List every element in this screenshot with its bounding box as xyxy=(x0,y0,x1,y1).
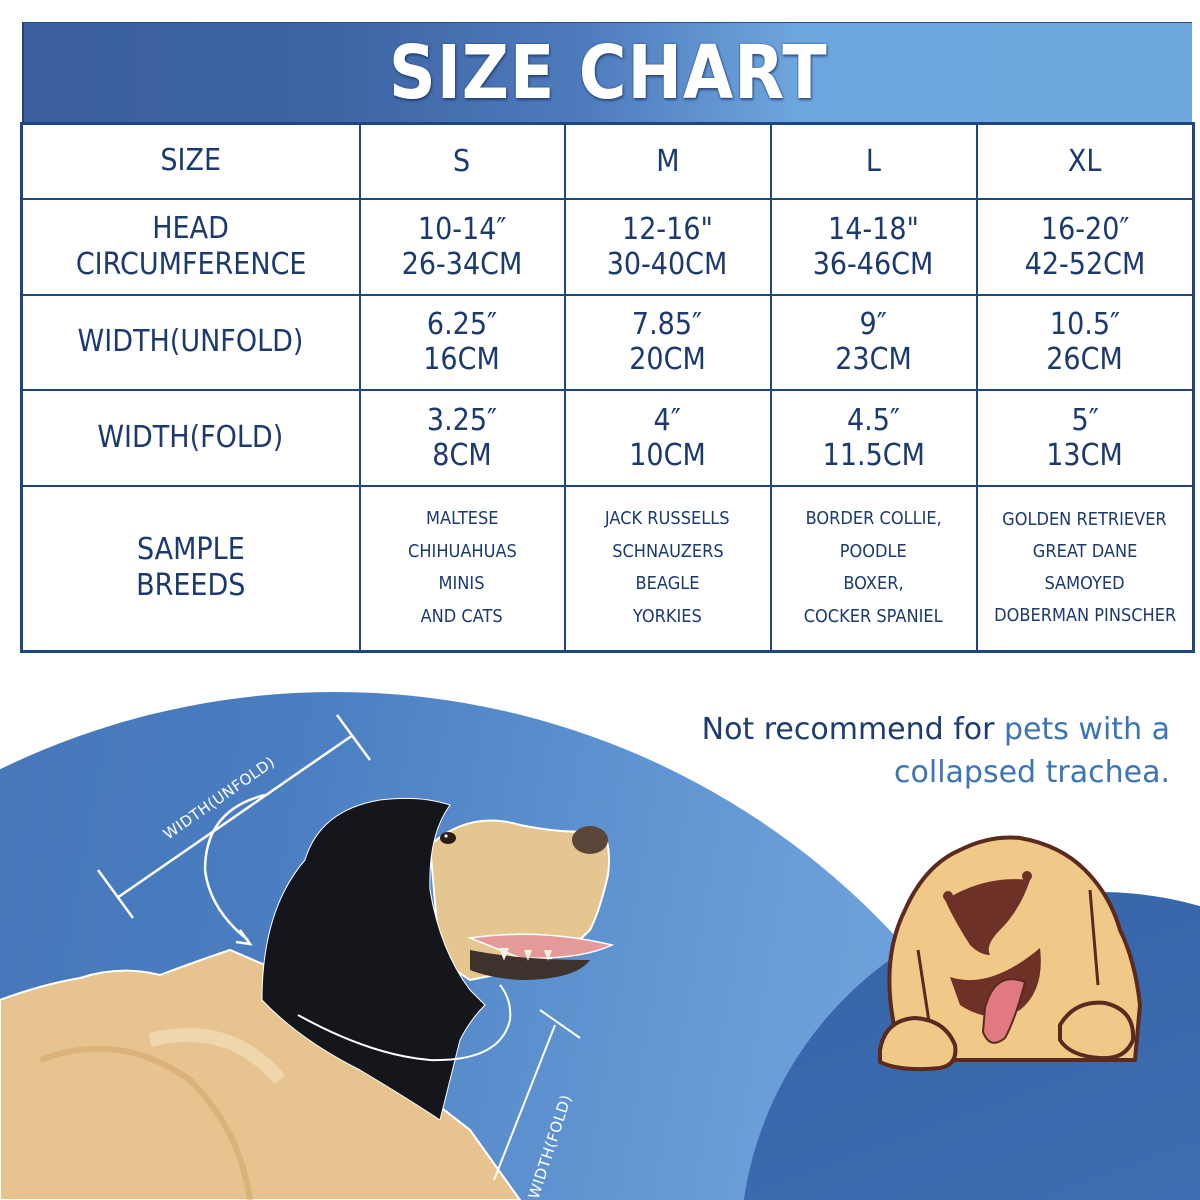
table-cell: 3.25″ 8CM xyxy=(358,388,566,487)
table-cell: 4.5″ 11.5CM xyxy=(769,388,978,487)
table-cell: 12-16" 30-40CM xyxy=(563,197,772,296)
table-header-row: SIZE S M L XL xyxy=(20,122,1195,200)
breeds-cell: GOLDEN RETRIEVER GREAT DANE SAMOYED DOBERMA… xyxy=(975,484,1195,653)
row-label: SAMPLE BREEDS xyxy=(20,484,361,653)
table-cell: 9″ 23CM xyxy=(769,293,978,391)
table-cell: 14-18" 36-46CM xyxy=(769,197,978,296)
size-header-l: L xyxy=(769,122,978,200)
table-row-width-unfold: WIDTH(UNFOLD) 6.25″ 16CM 7.85″ 20CM 9″ 23CM… xyxy=(20,293,1195,391)
curve-arrow-icon xyxy=(203,793,266,941)
dog-photo xyxy=(0,819,615,1200)
size-header-m: M xyxy=(563,122,772,200)
breeds-cell: BORDER COLLIE, POODLE BOXER, COCKER SPANIEL xyxy=(769,484,978,653)
table-cell: 7.85″ 20CM xyxy=(563,293,772,391)
product-illustration: Not recommend for pets with a collapsed … xyxy=(0,660,1200,1200)
table-row-width-fold: WIDTH(FOLD) 3.25″ 8CM 4″ 10CM 4.5″ 11.5CM 5… xyxy=(20,388,1195,487)
breeds-cell: JACK RUSSELLS SCHNAUZERS BEAGLE YORKIES xyxy=(563,484,772,653)
row-label: HEAD CIRCUMFERENCE xyxy=(20,197,361,296)
breeds-cell: MALTESE CHIHUAHUAS MINIS AND CATS xyxy=(358,484,566,653)
svg-text:WIDTH(FOLD): WIDTH(FOLD) xyxy=(525,1092,576,1200)
header-label-cell: SIZE xyxy=(20,122,361,200)
row-label: WIDTH(UNFOLD) xyxy=(20,293,361,391)
size-table: SIZE S M L XL HEAD CIRCUMFERENCE 10-14″ 26… xyxy=(20,122,1195,653)
table-cell: 5″ 13CM xyxy=(975,388,1195,487)
table-row-sample-breeds: SAMPLE BREEDS MALTESE CHIHUAHUAS MINIS AND C… xyxy=(20,484,1195,653)
table-cell: 10-14″ 26-34CM xyxy=(358,197,566,296)
size-chart-banner: SIZE CHART xyxy=(22,22,1192,122)
row-label: WIDTH(FOLD) xyxy=(20,388,361,487)
page-title: SIZE CHART xyxy=(388,29,828,116)
size-header-s: S xyxy=(358,122,566,200)
table-cell: 10.5″ 26CM xyxy=(975,293,1195,391)
dog-hood-diagram: WIDTH(UNFOLD) WIDTH(FOLD) xyxy=(0,714,1142,1200)
cartoon-dog-icon xyxy=(878,835,1142,1072)
table-cell: 6.25″ 16CM xyxy=(358,293,566,391)
table-row-head-circumference: HEAD CIRCUMFERENCE 10-14″ 26-34CM 12-16" 30… xyxy=(20,197,1195,296)
size-header-xl: XL xyxy=(975,122,1195,200)
measure-fold-icon: WIDTH(FOLD) xyxy=(493,1009,581,1200)
curve-line-icon xyxy=(297,984,512,1062)
table-cell: 16-20″ 42-52CM xyxy=(975,197,1195,296)
table-cell: 4″ 10CM xyxy=(563,388,772,487)
warning-notice: Not recommend for pets with a collapsed … xyxy=(701,712,1170,790)
hood-icon xyxy=(261,797,486,1121)
